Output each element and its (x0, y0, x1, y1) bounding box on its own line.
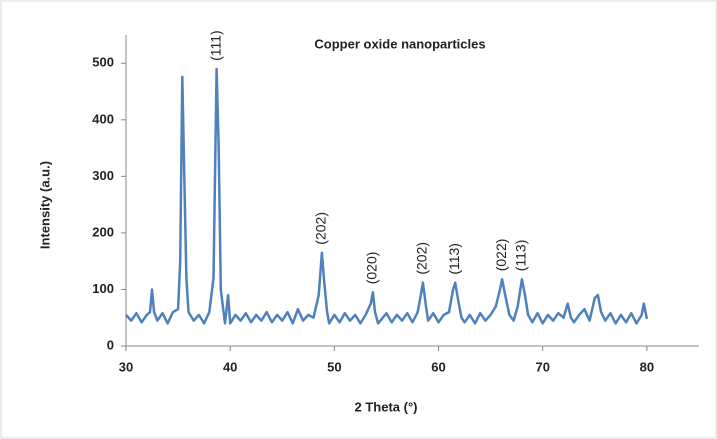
peak-label: (113) (446, 243, 462, 275)
chart-title: Copper oxide nanoparticles (314, 36, 485, 51)
y-axis-label: Intensity (a.u.) (37, 161, 52, 249)
peak-label: (020) (364, 252, 380, 285)
y-tick-label: 300 (92, 168, 114, 183)
peak-label: (111) (207, 30, 223, 61)
data-line (125, 67, 649, 325)
x-tick-label: 40 (223, 359, 237, 374)
x-tick-label: 60 (431, 359, 445, 374)
peak-label: (022) (493, 239, 509, 272)
x-tick-label: 30 (119, 359, 133, 374)
x-tick-label: 50 (327, 359, 341, 374)
x-tick-label: 80 (640, 359, 654, 374)
y-tick-label: 500 (92, 55, 114, 70)
x-axis-label: 2 Theta (°) (355, 399, 418, 414)
y-tick-label: 200 (92, 224, 114, 239)
peak-label: (113) (513, 240, 529, 272)
peak-label: (202) (313, 212, 329, 245)
x-tick-label: 70 (535, 359, 549, 374)
y-tick-label: 100 (92, 281, 114, 296)
y-tick-label: 0 (107, 337, 114, 352)
peak-label: (202) (414, 242, 430, 275)
y-tick-label: 400 (92, 111, 114, 126)
